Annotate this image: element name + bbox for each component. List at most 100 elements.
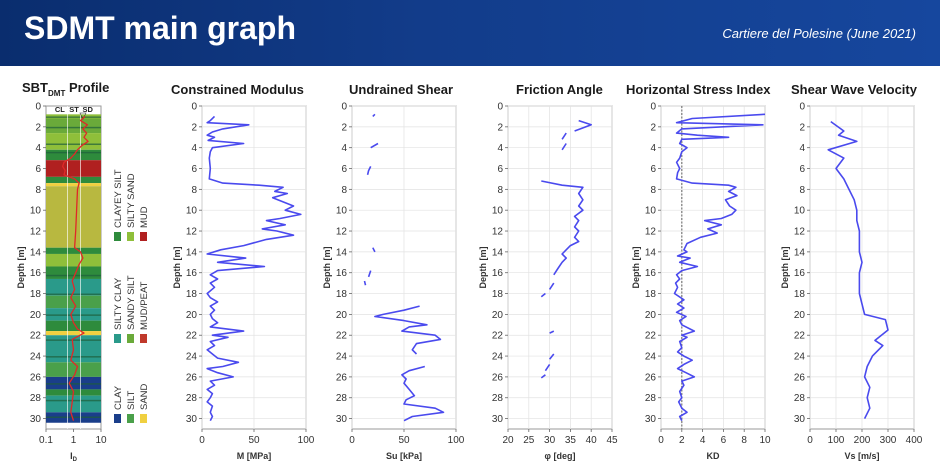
sbt-xtick-label: 0.1	[39, 435, 53, 446]
shear-wave-xlabel: Vs [m/s]	[844, 451, 879, 461]
shear-wave-series-0	[827, 120, 889, 419]
legend-label-silt: SILT	[126, 390, 137, 410]
undrained-shear-ytick-label: 6	[341, 164, 347, 175]
water-table-icon: ▽	[79, 111, 86, 121]
shear-wave-ytick-label: 28	[794, 393, 806, 404]
friction-angle-title: Friction Angle	[516, 82, 603, 97]
stress-index-ytick-label: 24	[645, 352, 657, 363]
undrained-shear-xlabel: Su [kPa]	[386, 451, 422, 461]
sbt-ylabel: Depth [m]	[16, 247, 26, 289]
sbt-title-main: SBT	[22, 80, 48, 95]
shear-wave-ytick-label: 6	[799, 164, 805, 175]
shear-wave-ytick-label: 24	[794, 352, 806, 363]
undrained-shear-ytick-label: 12	[336, 227, 348, 238]
sbt-layer	[46, 186, 101, 248]
undrained-shear-xtick-label: 0	[349, 435, 355, 446]
legend-label-sand: SAND	[139, 383, 150, 410]
friction-angle-ytick-label: 18	[492, 289, 504, 300]
stress-index-xtick-label: 2	[679, 435, 685, 446]
sbt-xlabel: ID	[70, 451, 78, 463]
stress-index-ytick-label: 0	[650, 102, 656, 113]
sbt-ytick-label: 16	[30, 268, 42, 279]
sbt-layer	[46, 320, 101, 332]
shear-wave-ytick-label: 14	[794, 247, 806, 258]
legend-swatch-sand	[140, 414, 147, 423]
sbt-ytick-label: 14	[30, 247, 42, 258]
modulus-ytick-label: 26	[186, 372, 198, 383]
modulus-ytick-label: 18	[186, 289, 198, 300]
sbt-top-label-cl: CL	[55, 105, 65, 114]
undrained-shear-series-3	[372, 247, 376, 253]
sbt-layer	[46, 362, 101, 377]
friction-angle-ylabel: Depth [m]	[478, 247, 488, 289]
modulus-ytick-label: 20	[186, 310, 198, 321]
undrained-shear-ytick-label: 0	[341, 102, 347, 113]
sbt-xtick-label: 10	[95, 435, 107, 446]
friction-angle-xtick-label: 45	[606, 435, 618, 446]
page-subtitle: Cartiere del Polesine (June 2021)	[722, 26, 916, 41]
sbt-ytick-label: 0	[35, 102, 41, 113]
modulus-ytick-label: 2	[191, 122, 197, 133]
undrained-shear-xtick-label: 50	[398, 435, 410, 446]
stress-index-ytick-label: 2	[650, 122, 656, 133]
sbt-band	[46, 274, 101, 277]
friction-angle-ytick-label: 24	[492, 352, 504, 363]
sbt-band	[46, 126, 101, 129]
sbt-layer	[46, 247, 101, 254]
undrained-shear-ytick-label: 20	[336, 310, 348, 321]
sbt-layer	[46, 176, 101, 184]
friction-angle-ytick-label: 14	[492, 247, 504, 258]
sbt-xlabel-sub: D	[73, 457, 78, 463]
friction-angle-xlabel: φ [deg]	[545, 451, 576, 461]
modulus-ytick-label: 10	[186, 206, 198, 217]
friction-angle-ytick-label: 10	[492, 206, 504, 217]
modulus-series-0	[206, 115, 302, 422]
sdmt-plots: SBTDMT Profile02468101214161820222426283…	[16, 80, 923, 463]
friction-angle-series-6	[549, 330, 555, 334]
undrained-shear-xtick-label: 100	[448, 435, 465, 446]
sbt-layer	[46, 160, 101, 177]
undrained-shear-series-2	[366, 166, 372, 175]
legend-label-sandy-silt: SANDY SILT	[126, 275, 137, 330]
stress-index-frame	[660, 105, 766, 430]
legend-label-clayey-silt: CLAYEY SILT	[113, 169, 124, 228]
shear-wave-ytick-label: 12	[794, 227, 806, 238]
sbt-band	[46, 416, 101, 418]
friction-angle-ytick-label: 0	[497, 102, 503, 113]
sbt-ytick-label: 4	[35, 143, 41, 154]
shear-wave-xtick-label: 400	[906, 435, 923, 446]
sbt-band	[46, 116, 101, 118]
sbt-ytick-label: 8	[35, 185, 41, 196]
legend-swatch-clayey-silt	[114, 232, 121, 241]
modulus-ytick-label: 4	[191, 143, 197, 154]
undrained-shear-series-7	[401, 365, 445, 422]
modulus-ytick-label: 0	[191, 102, 197, 113]
friction-angle-xtick-label: 30	[544, 435, 556, 446]
stress-index-ytick-label: 26	[645, 372, 657, 383]
legend-swatch-clay	[114, 414, 121, 423]
shear-wave-xtick-label: 300	[880, 435, 897, 446]
stress-index-xlabel: KD	[707, 451, 720, 461]
sbt-ytick-label: 12	[30, 227, 42, 238]
undrained-shear-ytick-label: 14	[336, 247, 348, 258]
stress-index-title: Horizontal Stress Index	[626, 82, 771, 97]
friction-angle-series-8	[544, 363, 551, 372]
shear-wave-ytick-label: 30	[794, 414, 806, 425]
undrained-shear-ylabel: Depth [m]	[322, 247, 332, 289]
sbt-band	[46, 293, 101, 296]
sbt-profile-series-0	[61, 115, 89, 421]
shear-wave-ytick-label: 22	[794, 331, 806, 342]
modulus-ytick-label: 14	[186, 247, 198, 258]
undrained-shear-ytick-label: 10	[336, 206, 348, 217]
stress-index-ytick-label: 14	[645, 247, 657, 258]
legend-swatch-silt	[127, 414, 134, 423]
legend-label-silty-clay: SILTY CLAY	[113, 277, 124, 330]
friction-angle-ytick-label: 12	[492, 227, 504, 238]
undrained-shear-series-0	[372, 113, 376, 117]
stress-index-ytick-label: 22	[645, 331, 657, 342]
sbt-ytick-label: 28	[30, 393, 42, 404]
stress-index-series-0	[673, 113, 766, 422]
friction-angle-ytick-label: 28	[492, 393, 504, 404]
friction-angle-series-7	[548, 353, 555, 360]
shear-wave-ytick-label: 2	[799, 122, 805, 133]
